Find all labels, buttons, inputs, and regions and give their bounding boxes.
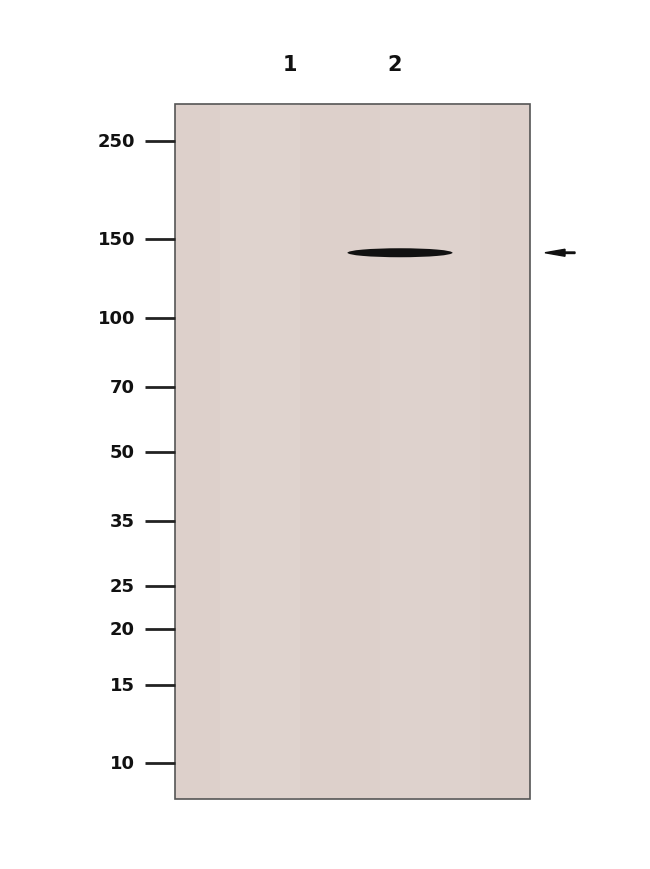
Text: 35: 35	[110, 513, 135, 530]
Bar	[380, 105, 480, 799]
Text: 25: 25	[110, 577, 135, 595]
Text: 15: 15	[110, 676, 135, 694]
Bar	[220, 105, 300, 799]
Bar	[175, 105, 530, 799]
FancyArrow shape	[545, 250, 575, 257]
Text: 10: 10	[110, 754, 135, 773]
Text: 50: 50	[110, 443, 135, 461]
Text: 150: 150	[98, 231, 135, 249]
Text: 20: 20	[110, 620, 135, 639]
Text: 2: 2	[388, 55, 402, 75]
Ellipse shape	[348, 249, 452, 258]
Text: 1: 1	[283, 55, 297, 75]
Text: 250: 250	[98, 132, 135, 150]
Text: 100: 100	[98, 309, 135, 328]
Text: 70: 70	[110, 378, 135, 396]
